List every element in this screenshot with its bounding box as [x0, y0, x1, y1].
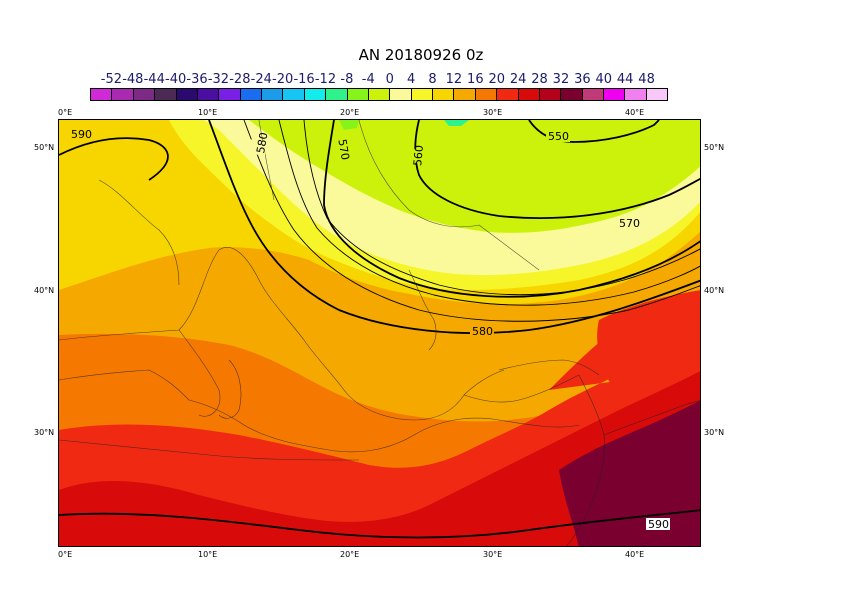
colorbar-swatch	[262, 89, 284, 100]
colorbar-label: -16	[293, 72, 315, 87]
contour-label-570-east: 570	[619, 217, 640, 230]
colorbar-swatch	[368, 89, 391, 100]
field-24-northeast	[597, 290, 700, 388]
colorbar-swatch	[112, 89, 134, 100]
lon-label-bottom-20: 20°E	[340, 550, 360, 559]
colorbar-swatch	[326, 89, 348, 100]
colorbar-label: 28	[531, 72, 548, 87]
colorbar-swatch	[133, 89, 156, 100]
colorbar-swatch	[475, 89, 498, 100]
colorbar-label: -12	[314, 72, 337, 87]
colorbar-swatch	[539, 89, 562, 100]
colorbar-swatch	[454, 89, 476, 100]
colorbar-label: 8	[428, 72, 437, 87]
contour-590-south	[59, 509, 700, 539]
colorbar-label: -48	[122, 72, 144, 87]
lon-label-top-20: 20°E	[340, 108, 360, 117]
lat-label-left-30: 30°N	[34, 428, 55, 437]
lat-label-right-30: 30°N	[704, 428, 725, 437]
lon-label-top-40: 40°E	[625, 108, 645, 117]
contour-label-580-north: 580	[254, 131, 270, 154]
lat-label-right-50: 50°N	[704, 143, 725, 152]
colorbar-swatch	[240, 89, 262, 100]
map-panel: 590 580 570 560 550 570 580 590	[58, 119, 701, 547]
map-title: AN 20180926 0z	[358, 46, 484, 64]
colorbar-label: -40	[165, 72, 187, 87]
colorbar-label: -44	[143, 72, 165, 87]
colorbar-swatch	[197, 89, 220, 100]
lon-label-bottom-0: 0°E	[58, 550, 73, 559]
field-32-region	[559, 400, 700, 546]
colorbar-swatch	[155, 89, 177, 100]
colorbar-label: 12	[445, 72, 463, 87]
lat-label-left-50: 50°N	[34, 143, 55, 152]
colorbar-swatch	[646, 89, 668, 100]
contour-550	[528, 120, 660, 143]
colorbar-label: -8	[340, 72, 354, 87]
colorbar-label: -52	[100, 72, 123, 87]
colorbar-swatch	[283, 89, 305, 100]
colorbar-label: 20	[488, 72, 506, 87]
colorbar-swatch	[219, 89, 241, 100]
colorbar-label: 40	[595, 72, 613, 87]
coastlines-borders	[59, 120, 700, 546]
contour-label-590-southeast: 590	[648, 518, 669, 531]
colorbar-swatch	[625, 89, 647, 100]
field-0-region	[249, 120, 700, 233]
contour-label-580-south: 580	[472, 325, 493, 338]
colorbar-swatch	[91, 89, 113, 100]
field-neg4-patch	[339, 120, 359, 130]
colorbar-label: 44	[616, 72, 634, 87]
field-28-region	[59, 371, 700, 546]
colorbar-swatch	[411, 89, 433, 100]
lon-label-bottom-30: 30°E	[483, 550, 503, 559]
lon-label-bottom-10: 10°E	[198, 550, 218, 559]
colorbar-label: -36	[186, 72, 208, 87]
contour-label-590-nw: 590	[71, 128, 92, 141]
colorbar-swatch	[604, 89, 626, 100]
colorbar-label: -4	[361, 72, 375, 87]
colorbar-label: 48	[638, 72, 655, 87]
height-contours-thin	[243, 120, 700, 322]
colorbar-label: 24	[509, 72, 527, 87]
lon-label-top-0: 0°E	[58, 108, 73, 117]
colorbar-label: 16	[467, 72, 484, 87]
height-contours	[59, 120, 700, 539]
colorbar-swatch	[176, 89, 198, 100]
lon-label-top-30: 30°E	[483, 108, 503, 117]
colorbar-swatch	[304, 89, 327, 100]
contour-labels: 590 580 570 560 550 570 580 590	[67, 128, 670, 531]
colorbar-label: -32	[207, 72, 230, 87]
colorbar-labels: -52 -48 -44 -40 -36 -32 -28 -24 -20 -16 -12 -8 -4 0 4 8…	[78, 72, 678, 88]
colorbar-swatch	[582, 89, 604, 100]
field-neg8-patch	[444, 120, 469, 126]
lat-label-right-40: 40°N	[704, 286, 725, 295]
lon-label-top-10: 10°E	[198, 108, 218, 117]
colorbar-label: -24	[250, 72, 272, 87]
contour-label-550: 550	[548, 130, 569, 143]
colorbar-swatch	[497, 89, 519, 100]
map-canvas: 590 580 570 560 550 570 580 590	[59, 120, 700, 546]
contour-590-nw	[59, 137, 169, 181]
contour-560	[414, 120, 700, 219]
lon-label-bottom-40: 40°E	[625, 550, 645, 559]
colorbar-label: -28	[229, 72, 251, 87]
colorbar-label: -20	[272, 72, 294, 87]
colorbar-swatch	[518, 89, 540, 100]
colorbar-label: 0	[385, 72, 394, 87]
colorbar	[90, 88, 668, 101]
colorbar-swatch	[433, 89, 455, 100]
colorbar-swatch	[347, 89, 369, 100]
colorbar-label: 36	[574, 72, 591, 87]
colorbar-swatch	[390, 89, 412, 100]
colorbar-label: 4	[406, 72, 416, 87]
colorbar-swatch	[561, 89, 583, 100]
lat-label-left-40: 40°N	[34, 286, 55, 295]
contour-label-570-north: 570	[335, 138, 351, 161]
colorbar-label: 32	[552, 72, 570, 87]
contour-label-560: 560	[411, 145, 426, 167]
